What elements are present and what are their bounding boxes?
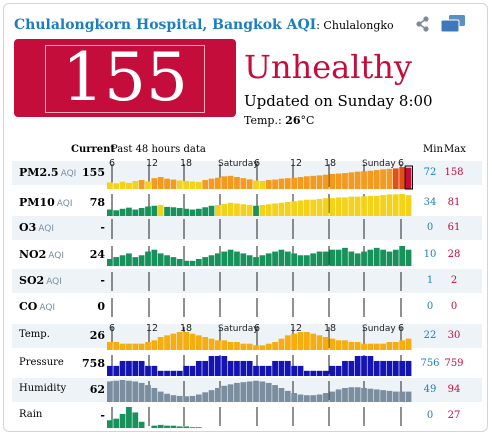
pollutant-row-pm25[interactable]: PM2.5 AQI 155 72 158 [12,161,482,185]
row-max: 158 [444,167,464,178]
row-min: 10 [423,249,437,260]
row-unit: AQI [48,251,65,261]
row-min: 0 [426,301,434,312]
row-current: 155 [82,166,105,179]
past-data-column-header: Past 48 hours data [111,144,206,155]
row-unit: AQI [38,224,54,234]
aqi-value-box: 155 [14,39,236,117]
row-unit: AQI [60,169,77,179]
current-temperature: Temp.: 26°C [244,114,314,127]
row-name: Rain [19,409,43,420]
row-min: 756 [420,358,440,369]
weather-row-rain[interactable]: Rain - 0 27 [12,404,482,428]
row-current: 0 [97,300,105,313]
widget-title[interactable]: Chulalongkorn Hospital, Bangkok AQI: Chu… [14,14,394,34]
pollutant-row-pm10[interactable]: PM10 AQI 78 34 81 [12,191,482,215]
aqi-level: Unhealthy [244,48,412,86]
row-max: 94 [447,384,461,395]
max-column-header: Max [444,144,466,155]
row-current: - [100,221,105,234]
aqi-widget: Chulalongkorn Hospital, Bangkok AQI: Chu… [3,3,488,432]
row-unit: AQI [39,303,56,313]
row-min: 0 [426,222,434,233]
row-max: 81 [447,197,461,208]
row-min: 49 [423,384,437,395]
updated-time: Updated on Sunday 8:00 [244,92,433,110]
row-current: 24 [89,248,105,261]
temp-unit: °C [300,114,315,127]
weather-row-humidity[interactable]: Humidity 62 49 94 [12,378,482,402]
weather-row-temp[interactable]: Temp. 26 22 30 [12,324,482,348]
row-name: NO2 AQI [19,248,65,261]
row-current: 758 [82,357,105,370]
row-current: - [100,409,105,422]
temp-value: 26 [285,114,301,127]
row-name: O3 AQI [19,221,54,234]
row-min: 1 [426,275,434,286]
aqi-value-frame [45,45,205,113]
station-subtitle: : Chulalongkorn Hospital [316,19,394,32]
row-current: 62 [89,383,105,396]
min-column-header: Min [423,144,443,155]
row-min: 72 [423,167,437,178]
row-max: 27 [447,410,461,421]
row-max: 28 [447,249,461,260]
row-max: 2 [450,275,458,286]
row-min: 34 [423,197,437,208]
station-title[interactable]: Chulalongkorn Hospital, Bangkok AQI [14,17,317,33]
row-current: - [100,274,105,287]
row-name: Temp. [19,329,50,340]
current-column-header: Current [71,144,116,155]
row-name: PM2.5 AQI [19,166,77,179]
row-name: PM10 AQI [19,196,73,209]
pollutant-row-co[interactable]: CO AQI 0 0 0 [12,295,482,319]
row-min: 0 [426,410,434,421]
row-name: SO2 AQI [19,274,62,287]
row-unit: AQI [56,199,73,209]
row-unit: AQI [46,277,62,287]
pollutant-row-o3[interactable]: O3 AQI - 0 61 [12,216,482,240]
row-max: 0 [450,301,458,312]
pollutant-row-so2[interactable]: SO2 AQI - 1 2 [12,269,482,293]
row-name: Humidity [19,383,67,394]
row-current: 26 [89,329,105,342]
windows-icon[interactable] [440,14,466,34]
weather-row-pressure[interactable]: Pressure 758 756 759 [12,352,482,376]
row-max: 30 [447,330,461,341]
temp-label: Temp.: [244,114,282,127]
row-current: 78 [89,196,105,209]
row-max: 61 [447,222,461,233]
share-icon[interactable] [416,16,430,32]
pollutant-row-no2[interactable]: NO2 AQI 24 10 28 [12,243,482,267]
row-name: Pressure [19,357,64,368]
row-name: CO AQI [19,300,56,313]
row-max: 759 [444,358,464,369]
aqi-value: 155 [62,39,188,116]
row-min: 22 [423,330,437,341]
